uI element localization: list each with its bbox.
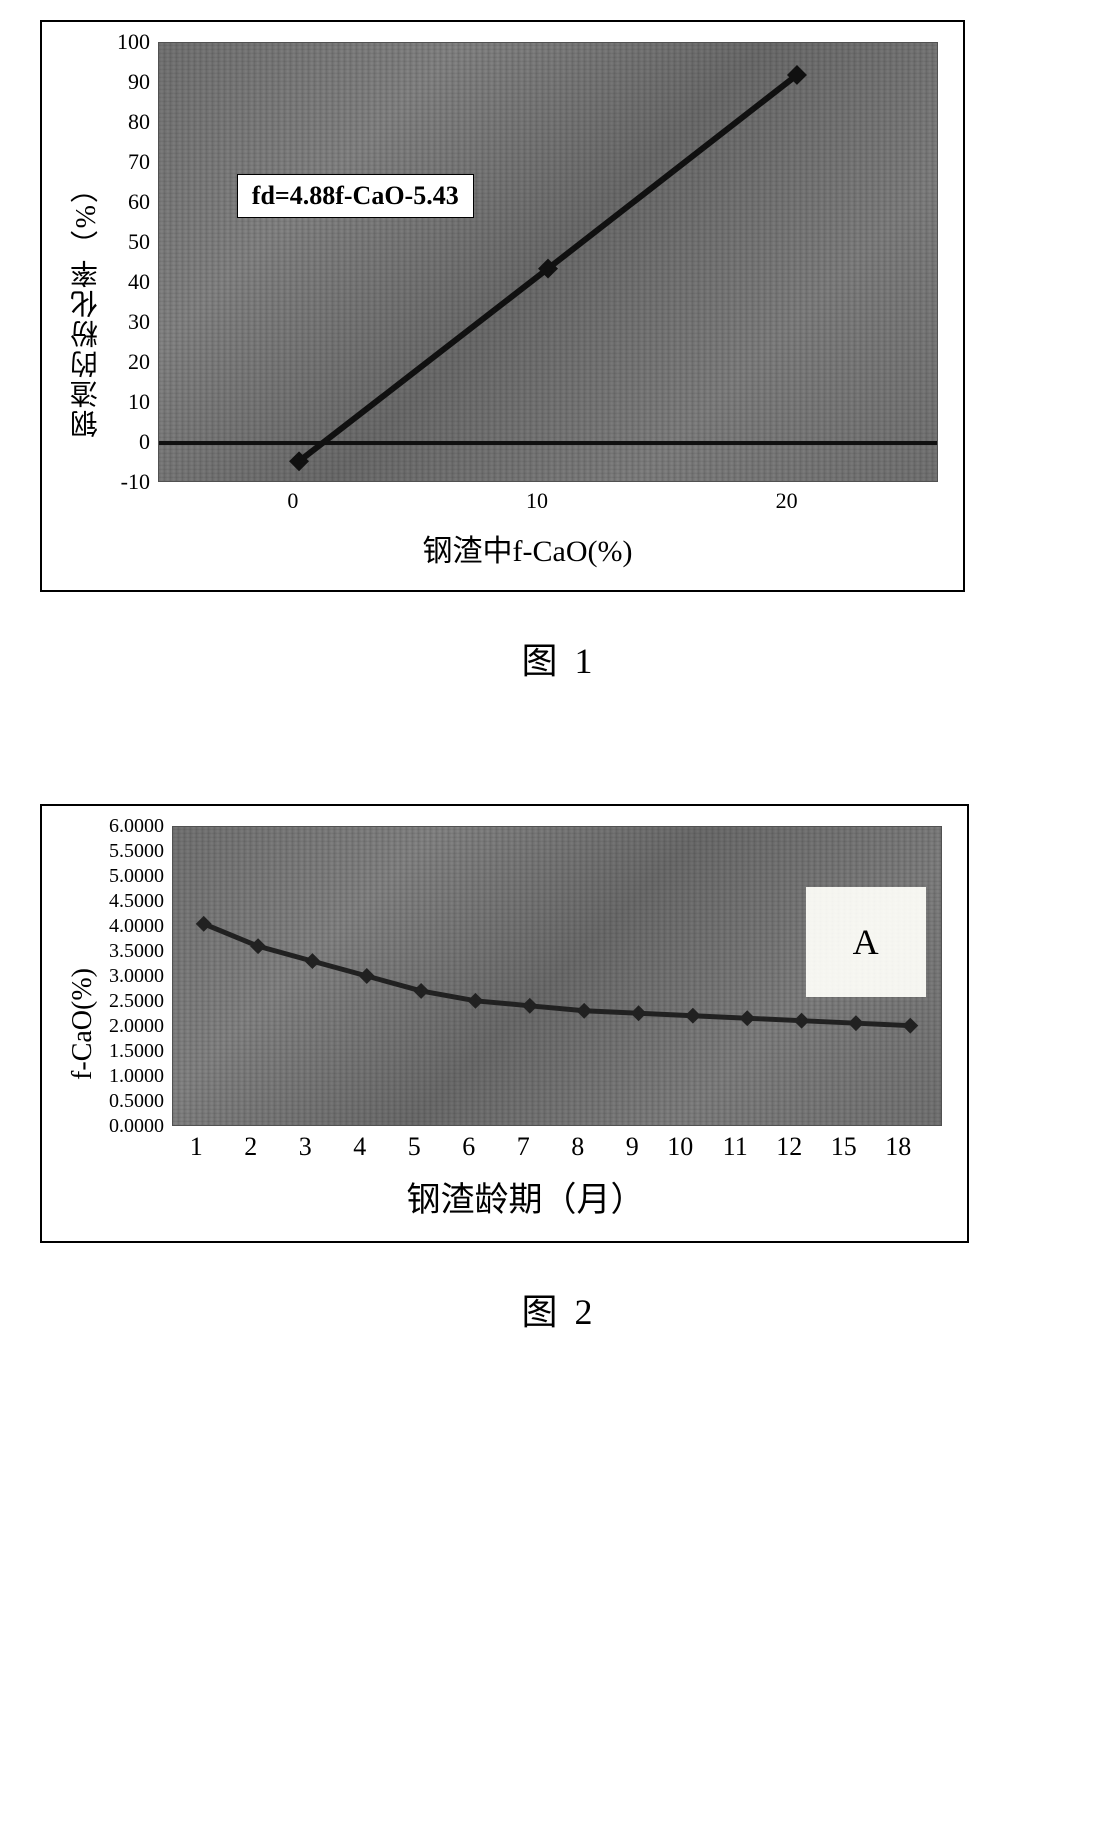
chart-frame-2: f-CaO(%) 6.00005.50005.00004.50004.00003… [40, 804, 969, 1243]
plot-svg-1 [159, 43, 937, 481]
plot-row-2: 6.00005.50005.00004.50004.00003.50003.00… [109, 826, 942, 1126]
chart-inner-1: 钢渣的粉化率（%） 1009080706050403020100-10 fd=4… [67, 42, 938, 570]
plot-svg-2 [173, 827, 941, 1125]
figure-1: 钢渣的粉化率（%） 1009080706050403020100-10 fd=4… [40, 20, 1078, 684]
x-axis-label-2: 钢渣龄期（月） [109, 1172, 942, 1221]
plot-area-2: A [172, 826, 942, 1126]
plot-area-1: fd=4.88f-CaO-5.43 [158, 42, 938, 482]
plot-wrapper-2: 6.00005.50005.00004.50004.00003.50003.00… [109, 826, 942, 1221]
y-ticks-2: 6.00005.50005.00004.50004.00003.50003.00… [109, 826, 172, 1126]
chart-frame-1: 钢渣的粉化率（%） 1009080706050403020100-10 fd=4… [40, 20, 965, 592]
chart-inner-2: f-CaO(%) 6.00005.50005.00004.50004.00003… [67, 826, 942, 1221]
y-ticks-1: 1009080706050403020100-10 [117, 42, 158, 482]
x-axis-label-1: 钢渣中f-CaO(%) [117, 526, 938, 570]
y-axis-label-2: f-CaO(%) [67, 968, 99, 1080]
x-ticks-1: 01020 [158, 488, 938, 516]
figure-caption-1: 图 1 [40, 632, 1078, 684]
figure-2: f-CaO(%) 6.00005.50005.00004.50004.00003… [40, 804, 1078, 1335]
x-ticks-2: 1234567891011121518 [172, 1132, 942, 1162]
plot-wrapper-1: 1009080706050403020100-10 fd=4.88f-CaO-5… [117, 42, 938, 570]
plot-row-1: 1009080706050403020100-10 fd=4.88f-CaO-5… [117, 42, 938, 482]
y-axis-label-1: 钢渣的粉化率（%） [67, 173, 107, 438]
figure-caption-2: 图 2 [40, 1283, 1078, 1335]
